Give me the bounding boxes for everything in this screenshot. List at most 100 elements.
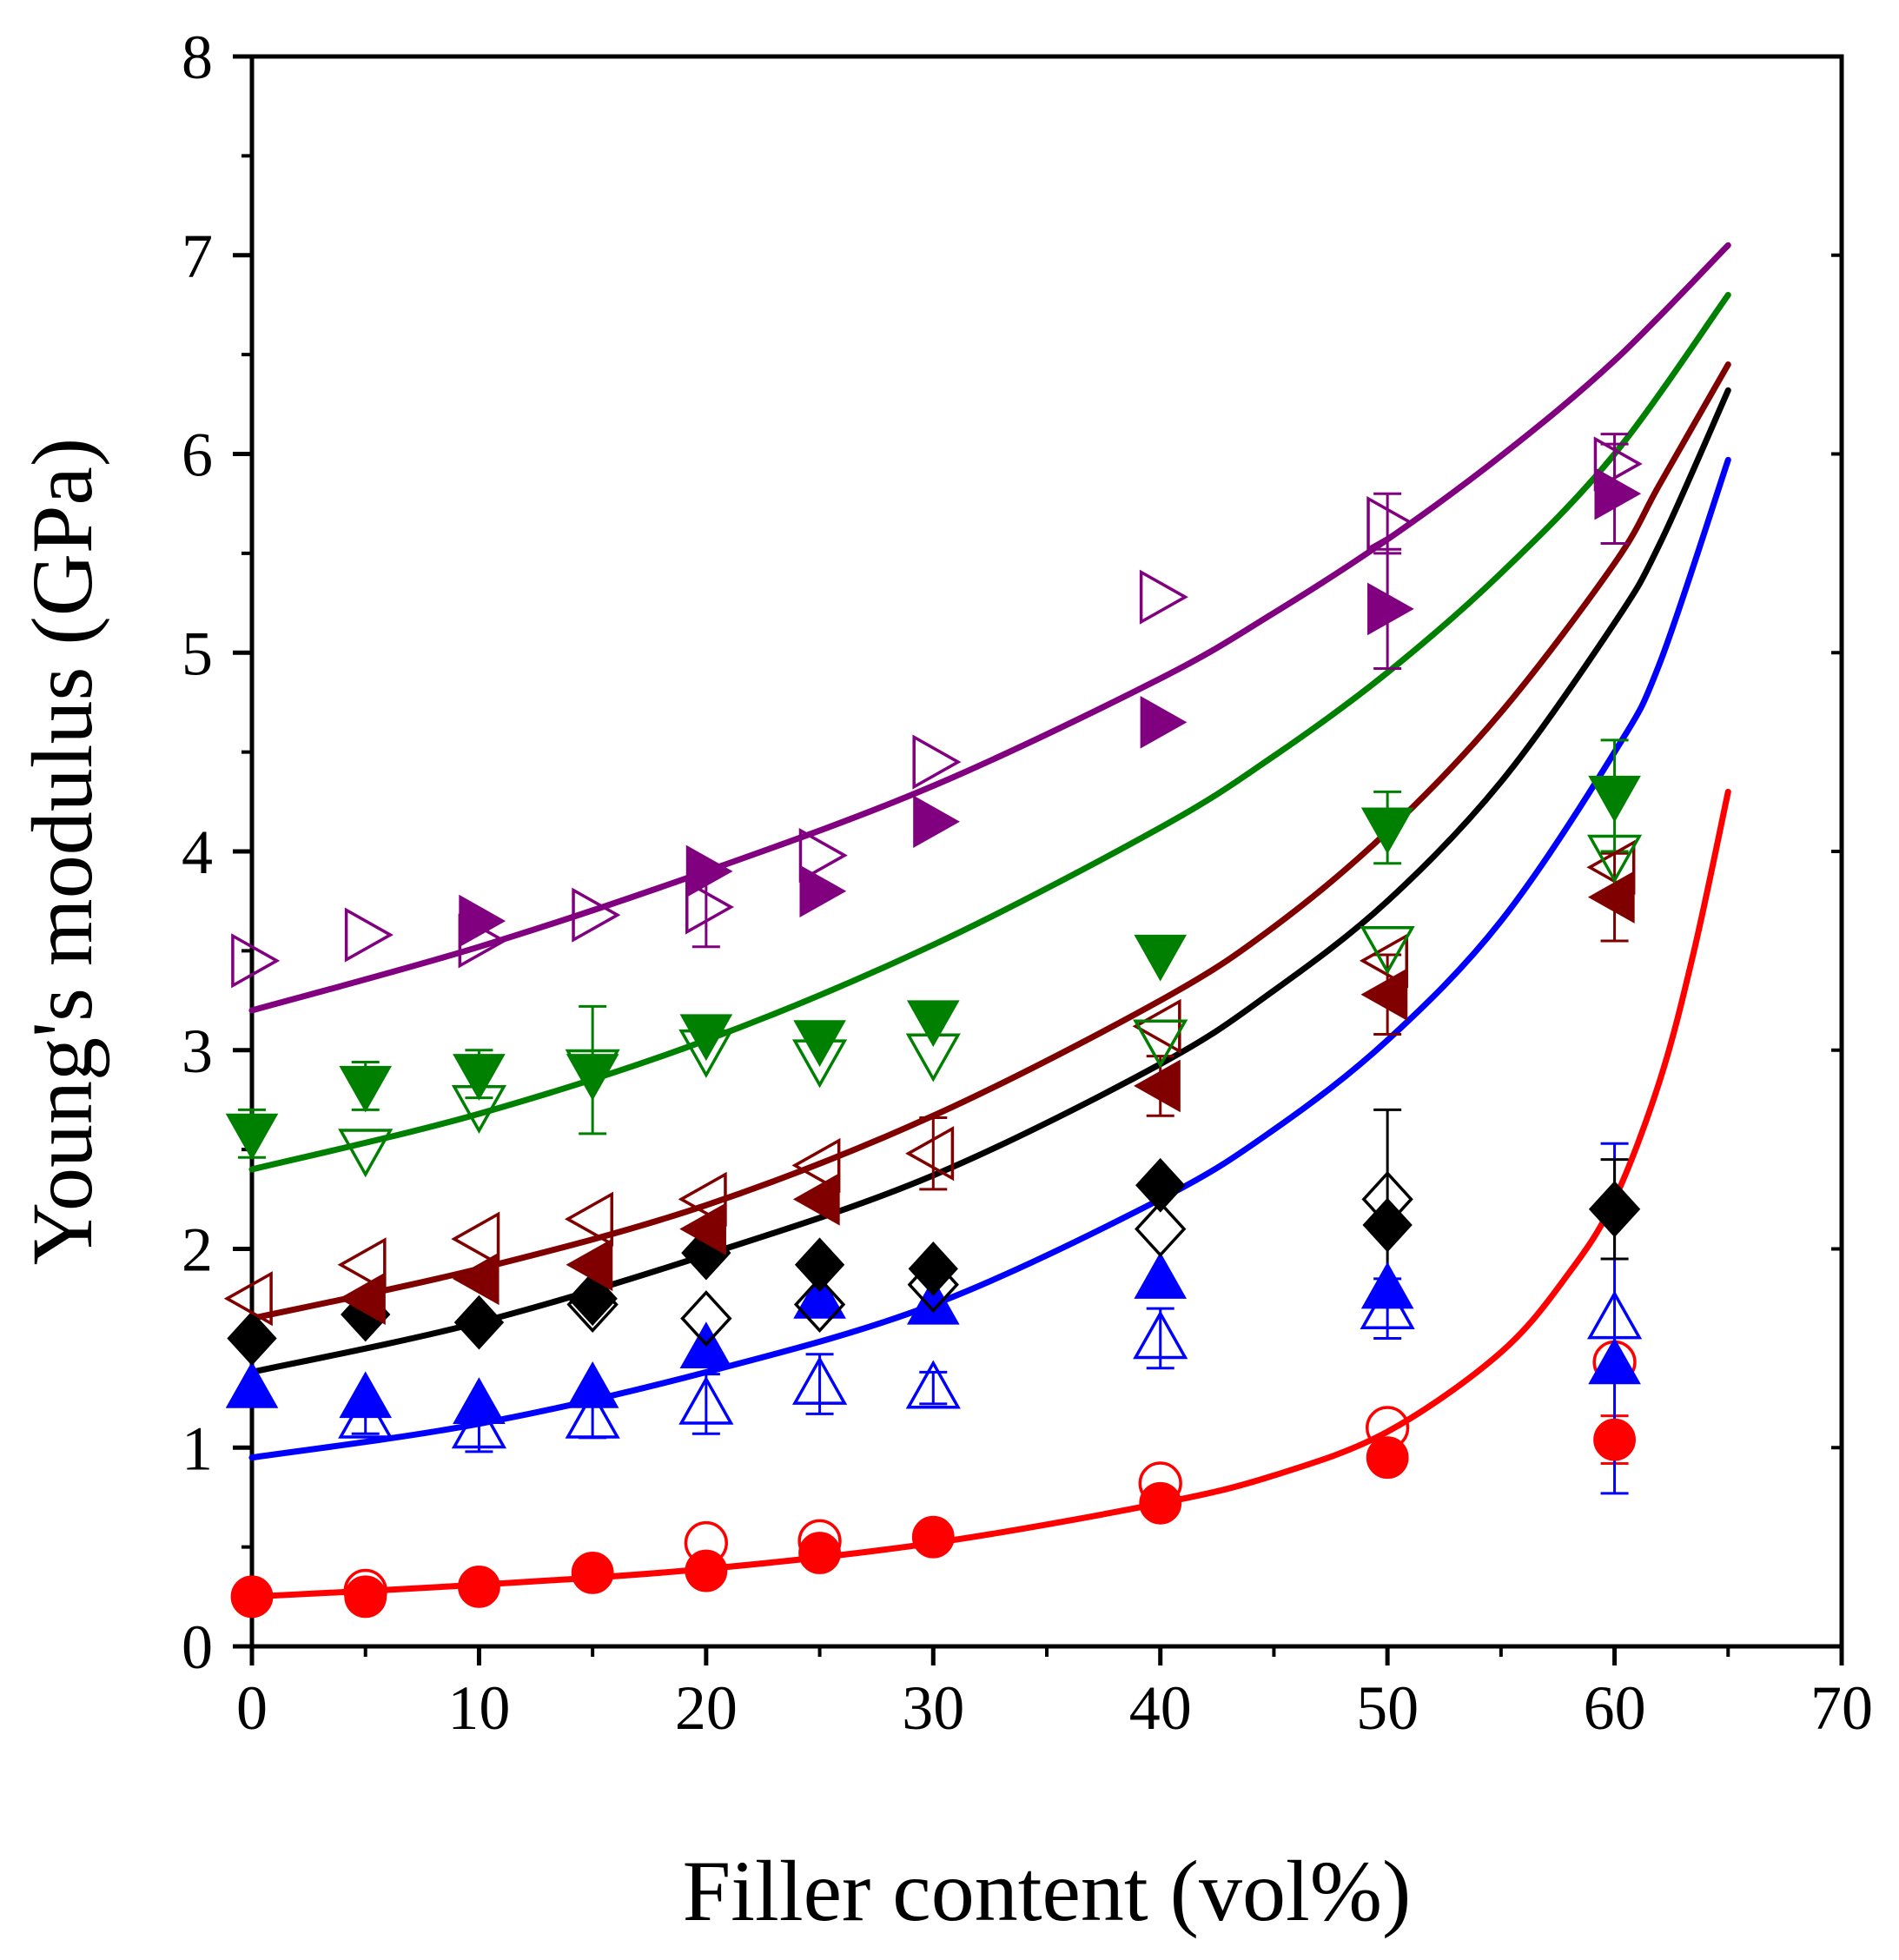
dark-red-filled-left-triangles-point <box>452 1252 500 1306</box>
purple-filled-right-triangles-point <box>913 795 960 848</box>
axes-frame <box>233 54 1844 1665</box>
dark-red-open-left-triangles-point <box>678 1171 727 1227</box>
black-fit <box>248 387 1731 1375</box>
green-open-down-triangles-point <box>1586 834 1643 884</box>
green-filled-down-triangles-point <box>566 1054 619 1101</box>
blue-open-triangles-point <box>338 1389 394 1439</box>
x-tick-label: 70 <box>1810 1673 1873 1743</box>
blue-open-triangles-point <box>451 1400 507 1449</box>
red-filled-circles-point <box>1366 1436 1409 1480</box>
y-tick-label: 2 <box>182 1215 213 1285</box>
blue-filled-triangles-point <box>1134 1252 1188 1299</box>
dark-red-filled-left-triangles-point <box>566 1238 613 1292</box>
red-filled-circles-point <box>571 1551 614 1594</box>
green-open-down-triangles-point <box>338 1129 394 1178</box>
blue-filled-triangles-point <box>793 1272 846 1319</box>
y-tick-label: 6 <box>182 420 213 490</box>
y-tick-label: 8 <box>182 23 213 92</box>
green-filled-down-triangles-point <box>225 1113 279 1161</box>
blue-filled-triangles-point <box>1588 1337 1641 1385</box>
red-filled-circles-point <box>1593 1418 1636 1461</box>
blue-filled-triangles-point <box>906 1277 960 1325</box>
red-filled-circles-point <box>798 1532 841 1574</box>
red-open-circles-point <box>1365 1406 1410 1450</box>
purple-open-right-triangles-point <box>798 827 848 884</box>
black-filled-diamonds-point <box>908 1241 958 1296</box>
red-filled-circles-point <box>911 1515 955 1559</box>
black-open-diamonds-point <box>566 1276 619 1334</box>
purple-filled-right-triangles-point <box>1367 582 1414 636</box>
x-axis-title: Filler content (vol%) <box>683 1843 1412 1939</box>
purple-open-right-triangles-point <box>458 913 507 969</box>
y-tick-label: 3 <box>182 1016 213 1086</box>
x-tick-label: 50 <box>1356 1673 1419 1743</box>
purple-open-right-triangles-point <box>685 879 735 935</box>
purple-open-right-triangles-point <box>1139 569 1188 625</box>
y-axis-title: Young's modulus (GPa) <box>14 438 110 1265</box>
dark-red-open-left-triangles-point <box>791 1137 841 1194</box>
red-filled-circles-point <box>230 1575 274 1619</box>
green-fit <box>248 292 1731 1173</box>
red-open-circles-point <box>343 1568 387 1613</box>
blue-filled-triangles-point <box>225 1361 279 1408</box>
dark-red-open-left-triangles-point <box>905 1126 955 1182</box>
green-open-down-triangles-point <box>1360 925 1415 975</box>
purple-filled-right-triangles-point <box>799 864 847 918</box>
error-bars <box>238 433 1629 1495</box>
black-filled-diamonds-point <box>794 1237 845 1293</box>
dark-red-filled-left-triangles-point <box>1134 1059 1181 1113</box>
blue-open-triangles-point <box>1360 1280 1415 1329</box>
purple-open-right-triangles-point <box>572 887 621 943</box>
dark-red-open-left-triangles-point <box>223 1271 273 1327</box>
y-tick-label: 1 <box>182 1414 213 1483</box>
green-filled-down-triangles-point <box>1588 775 1641 823</box>
dark-red-open-left-triangles-point <box>1586 839 1636 895</box>
dark-red-fit <box>248 361 1731 1322</box>
green-open-down-triangles-point <box>791 1039 848 1089</box>
black-open-diamonds-point <box>907 1256 959 1314</box>
data-markers <box>223 436 1643 1619</box>
red-open-circles-point <box>797 1519 842 1563</box>
purple-open-right-triangles-point <box>1593 436 1643 492</box>
dark-red-filled-left-triangles-point <box>1360 968 1408 1022</box>
blue-open-triangles-point <box>905 1360 961 1409</box>
green-filled-down-triangles-point <box>1360 807 1414 855</box>
x-tick-label: 60 <box>1584 1673 1646 1743</box>
y-tick-label: 4 <box>182 818 213 887</box>
tick-labels: 0 10 20 30 40 50 60 70 0 1 2 3 4 5 6 7 8 <box>182 23 1873 1743</box>
x-tick-label: 20 <box>675 1673 738 1743</box>
purple-filled-right-triangles-point <box>1140 696 1188 749</box>
green-filled-down-triangles-point <box>906 1000 960 1048</box>
blue-filled-triangles-point <box>566 1361 619 1408</box>
black-open-diamonds-point <box>680 1290 732 1348</box>
blue-open-triangles-point <box>565 1389 620 1439</box>
blue-open-triangles-point <box>1133 1310 1188 1360</box>
dark-red-filled-left-triangles-point <box>339 1272 386 1325</box>
red-open-circles-point <box>684 1520 729 1566</box>
green-filled-down-triangles-point <box>793 1020 846 1067</box>
purple-open-right-triangles-point <box>1366 495 1416 552</box>
dark-red-open-left-triangles-point <box>564 1191 613 1247</box>
dark-red-filled-left-triangles-point <box>792 1173 840 1226</box>
x-tick-label: 40 <box>1129 1673 1192 1743</box>
green-filled-down-triangles-point <box>339 1065 393 1113</box>
red-fit <box>248 788 1731 1600</box>
y-tick-label: 5 <box>182 619 213 688</box>
black-open-diamonds-point <box>1135 1201 1187 1258</box>
red-filled-circles-point <box>458 1565 500 1608</box>
y-tick-label: 0 <box>182 1612 213 1682</box>
dark-red-open-left-triangles-point <box>1359 933 1408 989</box>
black-filled-diamonds-point <box>227 1311 277 1366</box>
black-filled-diamonds-point <box>1135 1157 1186 1213</box>
purple-filled-right-triangles-point <box>685 844 733 898</box>
green-filled-down-triangles-point <box>453 1054 506 1101</box>
black-filled-diamonds-point <box>453 1295 505 1350</box>
black-open-diamonds-point <box>793 1276 846 1334</box>
purple-open-right-triangles-point <box>231 933 281 989</box>
dark-red-open-left-triangles-point <box>451 1211 500 1267</box>
blue-open-triangles-point <box>791 1355 848 1405</box>
dark-red-open-left-triangles-point <box>1132 998 1181 1054</box>
blue-open-triangles-point <box>678 1375 734 1425</box>
x-tick-label: 30 <box>902 1673 964 1743</box>
